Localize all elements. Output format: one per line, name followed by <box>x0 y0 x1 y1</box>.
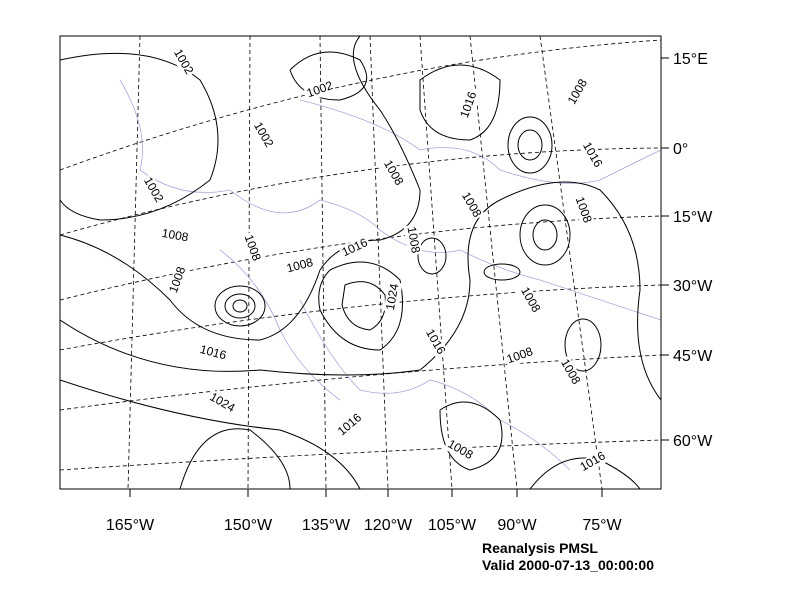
lon-label: 90°W <box>497 517 537 534</box>
contour-label: 1024 <box>383 281 403 313</box>
contour-value: 1024 <box>383 282 401 311</box>
lon-label: 105°W <box>428 517 477 534</box>
label-background <box>166 263 190 297</box>
title: Reanalysis PMSL <box>482 540 598 556</box>
label-background <box>379 156 407 190</box>
label-background <box>578 138 606 172</box>
contour-label: 1008 <box>166 263 190 297</box>
coastlines <box>119 79 661 471</box>
contour-label: 1008 <box>443 436 477 464</box>
label-background <box>249 118 277 152</box>
contour-value: 1016 <box>199 342 229 363</box>
contour-label: 1016 <box>334 409 366 441</box>
label-background <box>503 344 537 368</box>
lat-label: 60°W <box>673 433 713 450</box>
lon-label: 165°W <box>106 517 155 534</box>
contour-label: 1016 <box>196 342 230 364</box>
contour-label: 1008 <box>457 188 485 222</box>
contour-label: 1008 <box>571 193 595 227</box>
contour-label: 1024 <box>205 389 239 417</box>
label-background <box>403 224 423 256</box>
label-background <box>564 75 592 109</box>
map-frame <box>59 35 662 490</box>
label-background <box>139 173 167 207</box>
label-background <box>338 235 372 261</box>
label-background <box>576 448 610 476</box>
label-background <box>334 409 366 441</box>
contour-label: 1008 <box>379 156 407 190</box>
contour-label: 1008 <box>403 224 423 256</box>
contour-label: 1008 <box>240 231 264 265</box>
contour-label: 1008 <box>516 283 544 317</box>
contour-label: 1002 <box>249 118 277 152</box>
contour-label: 1008 <box>159 226 191 246</box>
lon-label: 135°W <box>302 517 351 534</box>
graticule <box>60 36 661 489</box>
label-background <box>457 188 485 222</box>
label-background <box>383 281 403 313</box>
contour-label: 1016 <box>457 88 481 122</box>
contour-value: 1008 <box>405 225 423 254</box>
contour-label: 1002 <box>139 173 167 207</box>
lon-label: 75°W <box>582 517 622 534</box>
axes: 165°W 150°W 135°W 120°W 105°W 90°W 75°W 15°E 0° 1… <box>106 51 713 534</box>
contour-label: 1016 <box>338 235 372 261</box>
contour-label: 1008 <box>556 355 584 389</box>
contour-label: 1008 <box>283 255 317 277</box>
contour-value: 1008 <box>285 255 315 276</box>
label-background <box>421 325 449 359</box>
label-background <box>571 193 595 227</box>
contour-label: 1008 <box>503 344 537 368</box>
contour-label: 1016 <box>576 448 610 476</box>
label-background <box>457 88 481 122</box>
contour-label: 1016 <box>421 325 449 359</box>
contours <box>60 36 661 489</box>
label-background <box>443 436 477 464</box>
lat-label: 0° <box>673 141 688 158</box>
subtitle: Valid 2000-07-13_00:00:00 <box>482 557 654 573</box>
contour-label: 1016 <box>578 138 606 172</box>
label-background <box>516 283 544 317</box>
lon-label: 150°W <box>224 517 273 534</box>
label-background <box>169 45 197 79</box>
label-background <box>205 389 239 417</box>
label-background <box>556 355 584 389</box>
contour-label: 1008 <box>564 75 592 109</box>
label-background <box>196 342 230 364</box>
label-background <box>240 231 264 265</box>
contour-label: 1002 <box>169 45 197 79</box>
label-background <box>303 78 337 102</box>
lat-label: 45°W <box>673 348 713 365</box>
lat-label: 30°W <box>673 278 713 295</box>
lon-label: 120°W <box>364 517 413 534</box>
label-background <box>159 226 191 246</box>
contour-value: 1008 <box>161 226 190 244</box>
lat-label: 15°E <box>673 51 708 68</box>
lat-label: 15°W <box>673 209 713 226</box>
label-background <box>283 255 317 277</box>
